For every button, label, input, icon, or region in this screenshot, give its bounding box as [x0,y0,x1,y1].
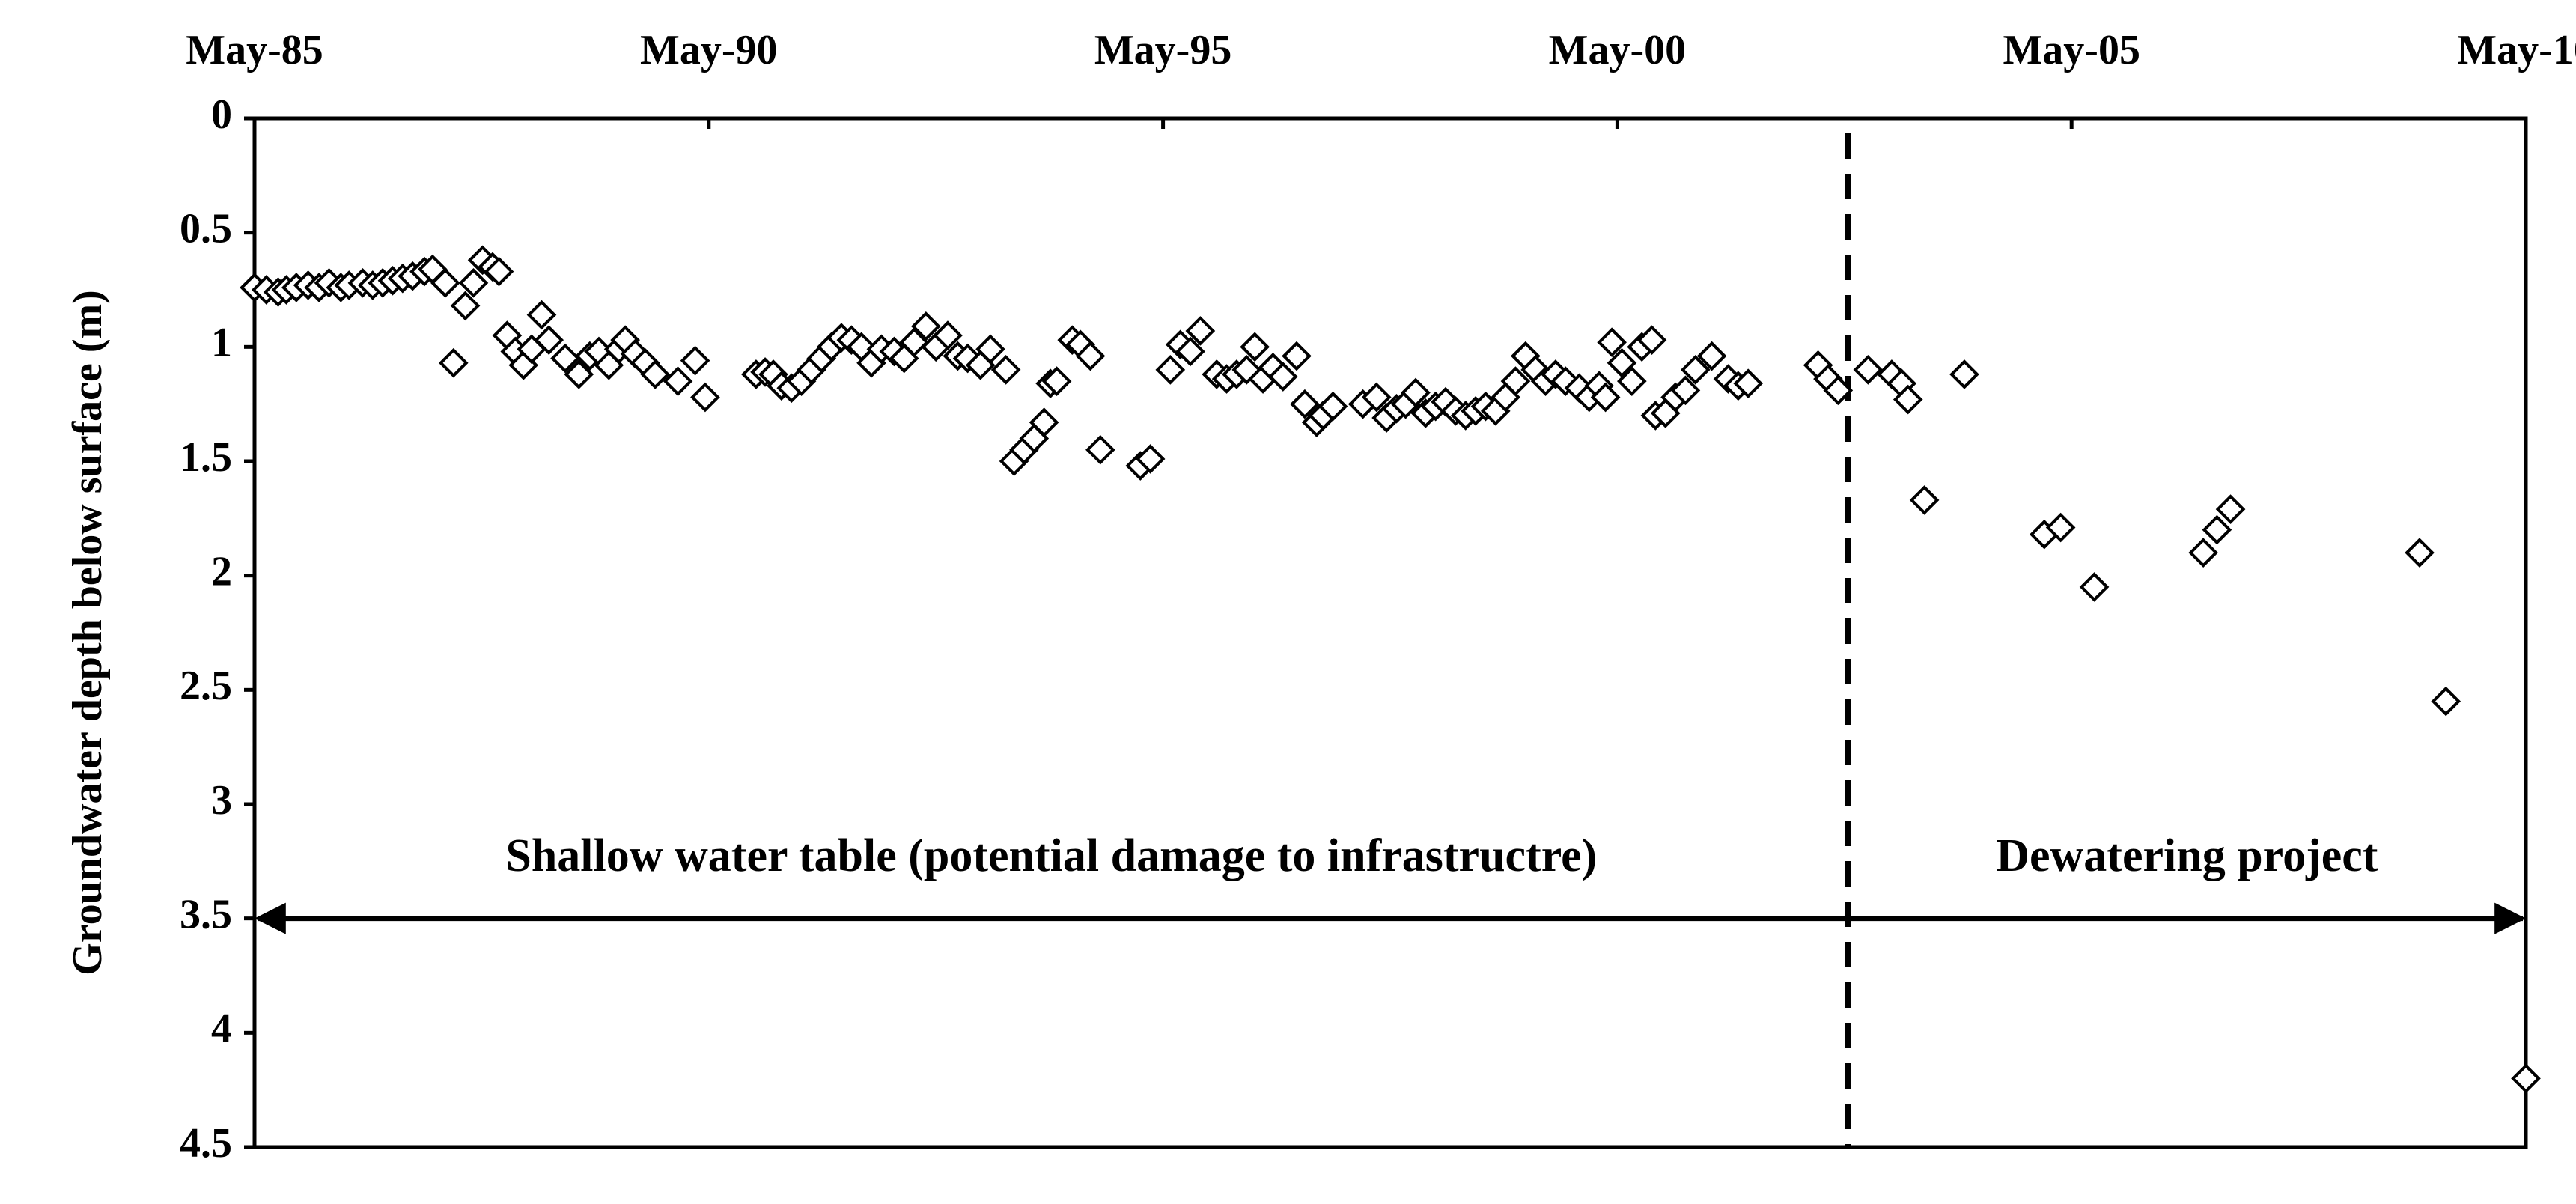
annotation: Shallow water table (potential damage to… [505,830,1597,881]
data-point [1616,366,1647,396]
data-point [2202,514,2232,545]
y-tick-label: 0.5 [180,206,232,252]
data-point [1500,366,1531,396]
data-point [484,256,514,287]
x-tick-label: May-10 [2457,27,2576,73]
data-point [1636,325,1667,356]
data-point [1175,336,1205,367]
data-point [438,347,469,378]
y-tick-label: 4.5 [180,1120,232,1167]
data-point [1318,391,1348,422]
data-point [1041,366,1072,396]
data-point [564,359,594,389]
data-point [2511,1063,2541,1094]
data-point [450,291,481,321]
data-point [2188,538,2218,568]
data-point [534,325,564,356]
data-point [1597,327,1627,358]
data-point [933,320,963,350]
data-point [1893,384,1923,415]
x-tick-label: May-00 [1549,27,1687,73]
data-point [1949,359,1979,389]
data-point [952,343,983,374]
x-tick-label: May-95 [1094,27,1232,73]
data-point [1029,407,1059,437]
data-point [1909,485,1940,515]
y-tick-label: 4 [211,1006,232,1052]
y-tick-label: 1 [211,320,232,366]
data-point [1155,355,1186,385]
data-point [990,355,1021,385]
annotation: Dewatering project [1996,830,2378,881]
data-point [2431,686,2461,717]
data-point [1135,444,1166,474]
data-point [430,268,460,298]
y-tick-label: 3 [211,777,232,824]
plot-frame [252,116,2528,1149]
data-point [975,334,1005,365]
y-tick-label: 2 [211,549,232,595]
data-point [550,343,580,374]
data-point [1607,347,1637,378]
y-tick-label: 3.5 [180,892,232,938]
data-point [663,366,693,396]
data-point [1823,375,1854,406]
data-point [640,359,671,389]
data-point [1670,375,1701,406]
data-point [1696,341,1727,371]
data-point [1361,382,1392,413]
data-point [1680,355,1711,385]
data-point [899,327,929,358]
data-point [458,268,489,298]
data-point [690,382,720,413]
y-axis-label: Groundwater depth below surface (m) [64,290,111,976]
data-point [1733,368,1763,399]
data-point [1240,332,1270,362]
data-point [1267,362,1298,392]
data-point [1401,377,1431,408]
data-point [2079,572,2110,602]
y-tick-label: 0 [211,91,232,138]
data-point [911,311,941,341]
data-point [1282,341,1312,371]
data-point [2215,494,2246,524]
data-point [1853,355,1884,385]
x-tick-label: May-90 [640,27,778,73]
x-tick-label: May-85 [186,27,323,73]
data-point [1290,389,1320,419]
data-point [1185,316,1216,346]
data-point [1085,434,1115,465]
data-point [2045,512,2076,543]
y-tick-label: 1.5 [180,434,232,481]
data-point [1075,341,1106,371]
data-point [2405,538,2435,568]
data-point [1590,382,1621,413]
data-point [680,345,710,376]
y-tick-label: 2.5 [180,663,232,709]
data-point [526,300,557,330]
x-tick-label: May-05 [2003,27,2140,73]
